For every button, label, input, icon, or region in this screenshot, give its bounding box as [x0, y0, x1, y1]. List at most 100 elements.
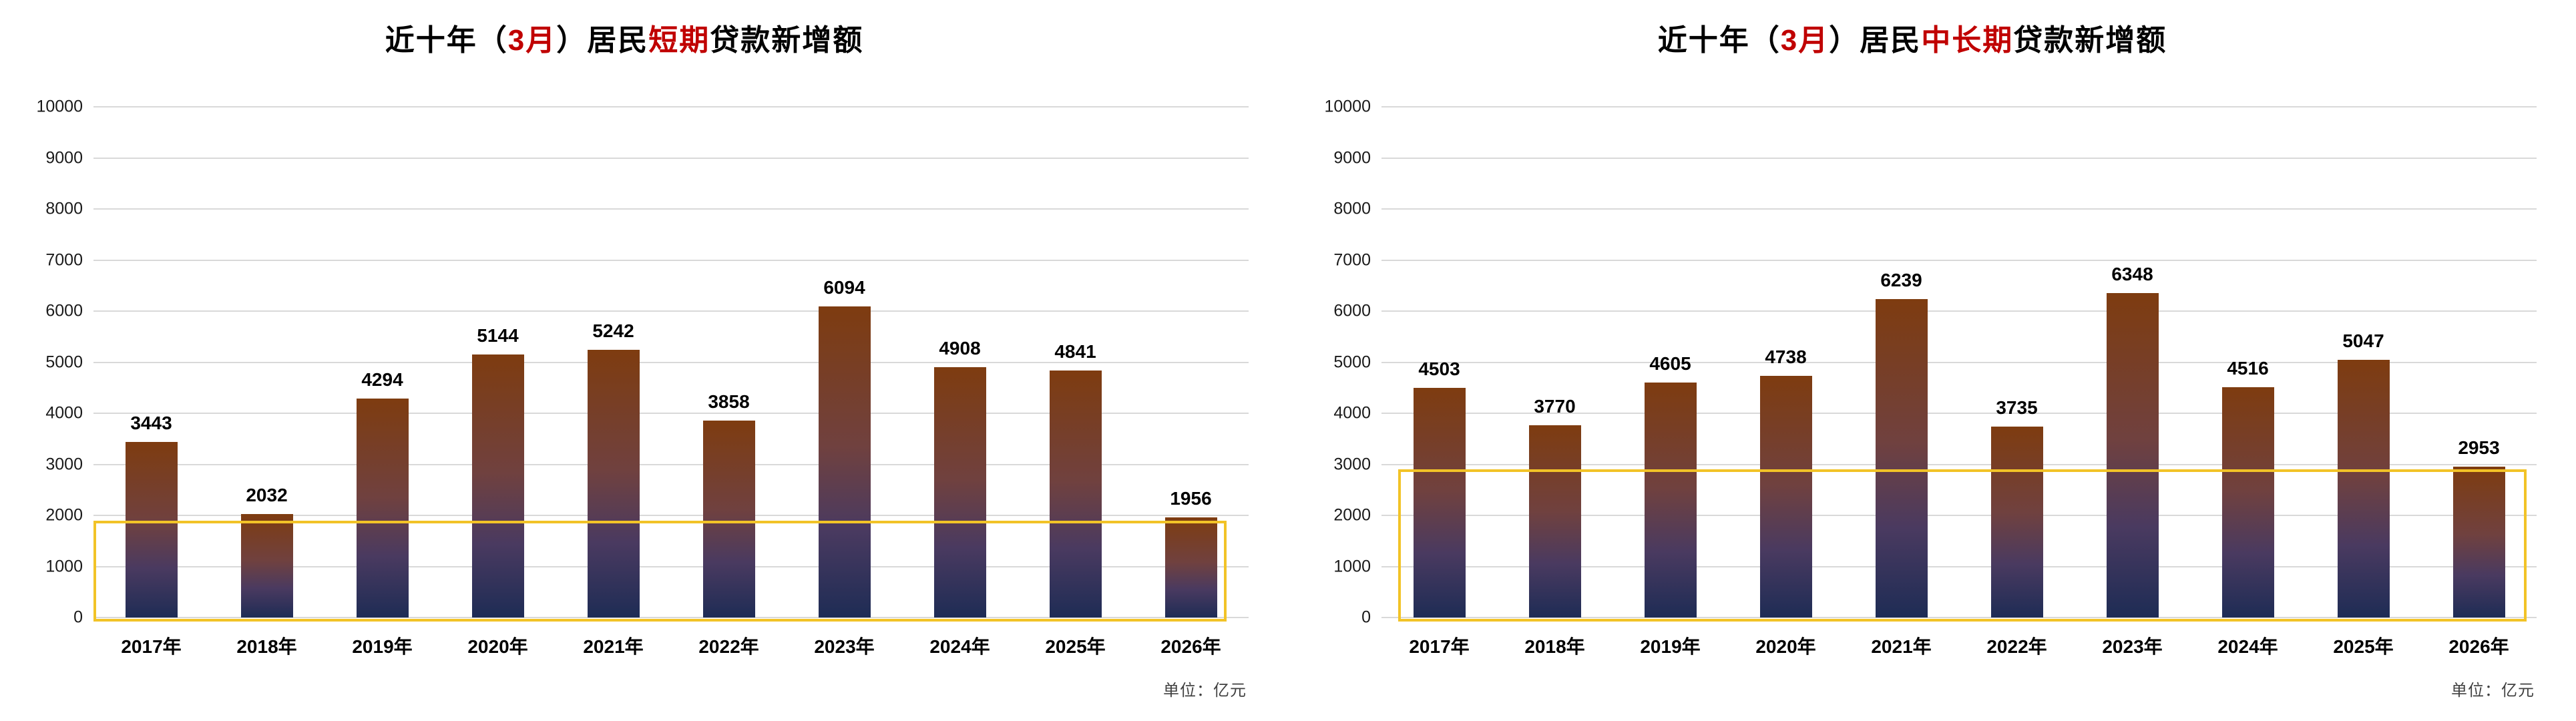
- gridline: [1381, 259, 2537, 261]
- bar-value-label: 1956: [1170, 488, 1212, 509]
- plot-area: 0 1000 2000 3000 4000 5000 6000 7000 8000 9000 100…: [36, 97, 1249, 657]
- x-axis-tick-label: 2023年: [814, 636, 875, 657]
- y-axis-tick-label: 1000: [1333, 557, 1371, 575]
- bar-value-label: 5242: [592, 320, 634, 341]
- gridline: [1381, 617, 2537, 618]
- bar-2021年: [1875, 298, 1928, 618]
- gridline: [93, 106, 1249, 107]
- x-axis-tick-label: 2021年: [583, 636, 644, 657]
- y-axis-tick-label: 3000: [45, 455, 83, 473]
- gridline: [93, 413, 1249, 414]
- chart-short-term-loans: 近十年（3月）居民短期贷款新增额 0 1000 2000 3000 4000 5000 60…: [36, 24, 1249, 700]
- gridline: [93, 208, 1249, 210]
- x-axis-tick-label: 2019年: [352, 636, 413, 657]
- x-axis-tick-label: 2020年: [1755, 636, 1816, 657]
- bar-2022年: [1990, 427, 2043, 618]
- y-axis-tick-label: 2000: [1333, 505, 1371, 525]
- y-axis-tick-label: 4000: [45, 403, 83, 423]
- gridline: [1381, 310, 2537, 312]
- bar-value-label: 3443: [130, 412, 172, 433]
- y-axis-tick-label: 2000: [45, 505, 83, 525]
- bar-value-label: 5144: [477, 325, 519, 346]
- y-axis-tick-label: 0: [73, 608, 83, 627]
- y-axis-tick-label: 10000: [1324, 97, 1371, 116]
- bar-value-label: 5047: [2342, 330, 2384, 351]
- y-axis-tick-label: 6000: [45, 301, 83, 320]
- y-axis-tick-label: 7000: [1333, 250, 1371, 269]
- bar-value-label: 6094: [823, 276, 865, 298]
- bar-value-label: 6239: [1880, 269, 1922, 290]
- bar-2024年: [2221, 387, 2274, 618]
- gridline: [1381, 565, 2537, 567]
- bar-value-label: 6348: [2111, 264, 2153, 285]
- bar-2025年: [2337, 359, 2390, 618]
- x-axis-tick-label: 2018年: [236, 636, 297, 657]
- bar-value-label: 2953: [2458, 437, 2500, 459]
- y-axis-tick-label: 5000: [45, 352, 83, 371]
- gridline: [93, 463, 1249, 465]
- chart-title-segment: 近十年（: [385, 24, 508, 57]
- chart-title-segment: 贷款新增额: [2013, 24, 2167, 57]
- gridline: [1381, 515, 2537, 516]
- bar-value-label: 3735: [1996, 397, 2038, 419]
- bar-value-label: 4841: [1054, 340, 1096, 362]
- x-axis-tick-label: 2025年: [2333, 636, 2394, 657]
- x-axis-tick-label: 2019年: [1640, 636, 1701, 657]
- gridline: [93, 565, 1249, 567]
- unit-label: 单位：亿元: [2451, 682, 2535, 700]
- y-axis-tick-label: 8000: [45, 199, 83, 218]
- chart-title-segment: 3月: [507, 24, 557, 57]
- chart-title-segment: 近十年（: [1657, 24, 1781, 57]
- y-axis-tick-label: 10000: [36, 97, 83, 116]
- x-axis-tick-label: 2026年: [1160, 636, 1221, 657]
- bar-value-label: 4605: [1649, 352, 1691, 374]
- bar-value-label: 2032: [246, 484, 288, 505]
- bar-2017年: [1413, 387, 1466, 618]
- x-axis-tick-label: 2022年: [698, 636, 759, 657]
- bar-2019年: [356, 398, 409, 618]
- bar-value-label: 4516: [2227, 357, 2269, 379]
- gridline: [93, 361, 1249, 363]
- y-axis-tick-label: 5000: [1333, 352, 1371, 371]
- x-axis-tick-label: 2021年: [1871, 636, 1932, 657]
- chart-title-segment: ）居民: [556, 24, 649, 57]
- x-axis-tick-label: 2024年: [929, 636, 990, 657]
- x-axis-tick-label: 2020年: [467, 636, 528, 657]
- bar-2017年: [125, 441, 178, 618]
- bar-2021年: [587, 350, 640, 618]
- bar-2019年: [1644, 382, 1697, 618]
- gridline: [93, 515, 1249, 516]
- gridline: [1381, 463, 2537, 465]
- chart-title-segment: 短期: [648, 24, 710, 57]
- gridline: [1381, 106, 2537, 107]
- x-axis-tick-label: 2017年: [121, 636, 182, 657]
- y-axis-tick-label: 6000: [1333, 301, 1371, 320]
- bar-2023年: [2106, 293, 2159, 618]
- bar-2025年: [1049, 370, 1102, 618]
- chart-title: 近十年（3月）居民中长期贷款新增额: [1335, 16, 2490, 59]
- chart-medium-long-term-loans: 近十年（3月）居民中长期贷款新增额 0 1000 2000 3000 4000 5000 6…: [1288, 0, 2576, 721]
- x-axis-tick-label: 2025年: [1045, 636, 1106, 657]
- highlight-box: [93, 520, 1227, 622]
- chart-title-segment: 中长期: [1921, 24, 2014, 57]
- gridline: [1381, 361, 2537, 363]
- y-axis-tick-label: 4000: [1333, 403, 1371, 423]
- gridline: [93, 157, 1249, 159]
- bar-2026年: [1164, 517, 1217, 618]
- bar-value-label: 3770: [1534, 395, 1576, 417]
- bar-value-label: 4503: [1418, 358, 1460, 379]
- bar-value-label: 4294: [361, 369, 403, 390]
- bar-2018年: [240, 513, 293, 618]
- gridline: [1381, 208, 2537, 210]
- y-axis-tick-label: 1000: [45, 557, 83, 575]
- y-axis-tick-label: 9000: [45, 148, 83, 167]
- bar-value-label: 3858: [708, 391, 750, 412]
- x-axis-tick-label: 2018年: [1524, 636, 1585, 657]
- bar-2026年: [2452, 467, 2505, 618]
- gridline: [93, 259, 1249, 261]
- y-axis-tick-label: 9000: [1333, 148, 1371, 167]
- y-axis-tick-label: 7000: [45, 250, 83, 269]
- y-axis-tick-label: 0: [1361, 608, 1371, 627]
- x-axis-tick-label: 2023年: [2102, 636, 2163, 657]
- gridline: [93, 310, 1249, 312]
